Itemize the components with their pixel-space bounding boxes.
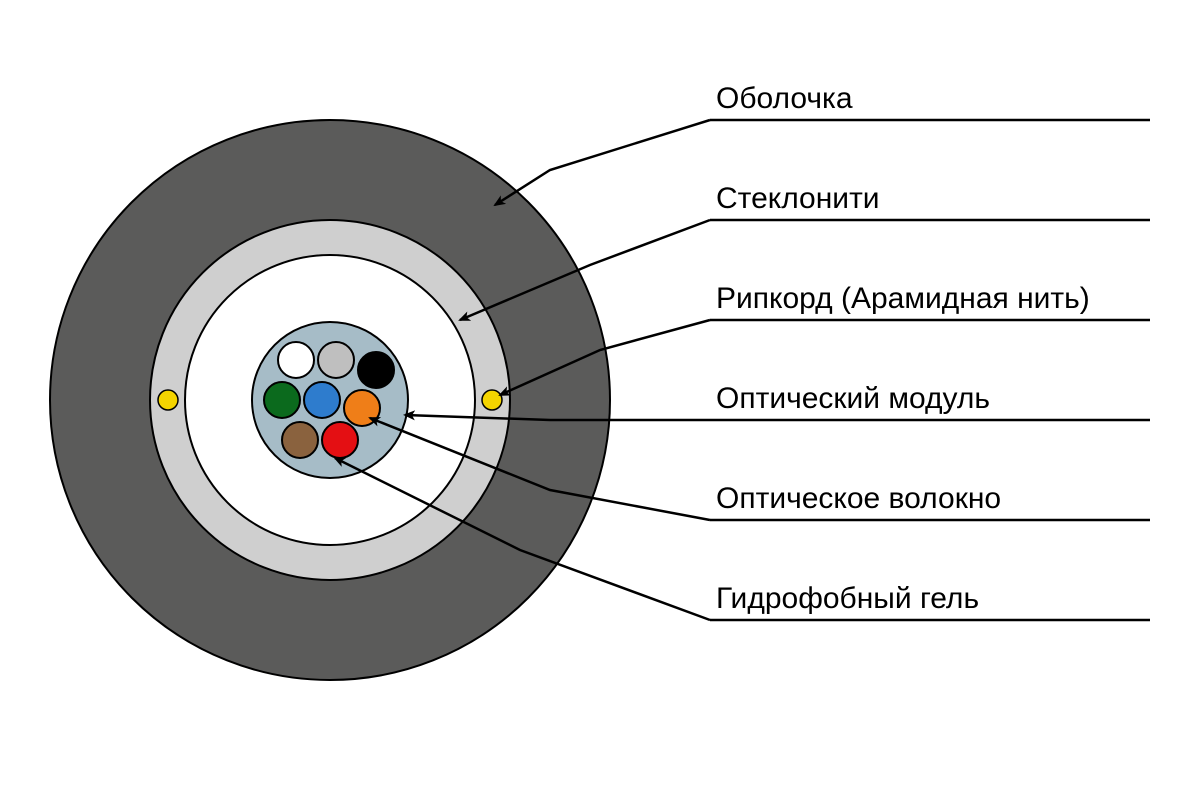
leader-jacket xyxy=(495,120,710,205)
labels: Оболочка Стеклонити Рипкорд (Арамидная нит… xyxy=(716,82,1090,615)
cable-cross-section-diagram: Оболочка Стеклонити Рипкорд (Арамидная нит… xyxy=(0,0,1200,800)
label-jacket: Оболочка xyxy=(716,82,853,115)
fiber-2 xyxy=(358,352,394,388)
label-optical-module: Оптический модуль xyxy=(716,382,990,415)
fiber-6 xyxy=(282,422,318,458)
fiber-3 xyxy=(264,382,300,418)
fiber-0 xyxy=(278,342,314,378)
label-glass-yarn: Стеклонити xyxy=(716,182,880,215)
ripcord-dot-1 xyxy=(482,390,502,410)
label-hydrophobic-gel: Гидрофобный гель xyxy=(716,582,979,615)
fiber-7 xyxy=(322,422,358,458)
label-optical-fiber: Оптическое волокно xyxy=(716,482,1001,515)
fiber-1 xyxy=(318,342,354,378)
fiber-4 xyxy=(304,382,340,418)
ripcord-dot-0 xyxy=(158,390,178,410)
label-ripcord: Рипкорд (Арамидная нить) xyxy=(716,282,1090,315)
